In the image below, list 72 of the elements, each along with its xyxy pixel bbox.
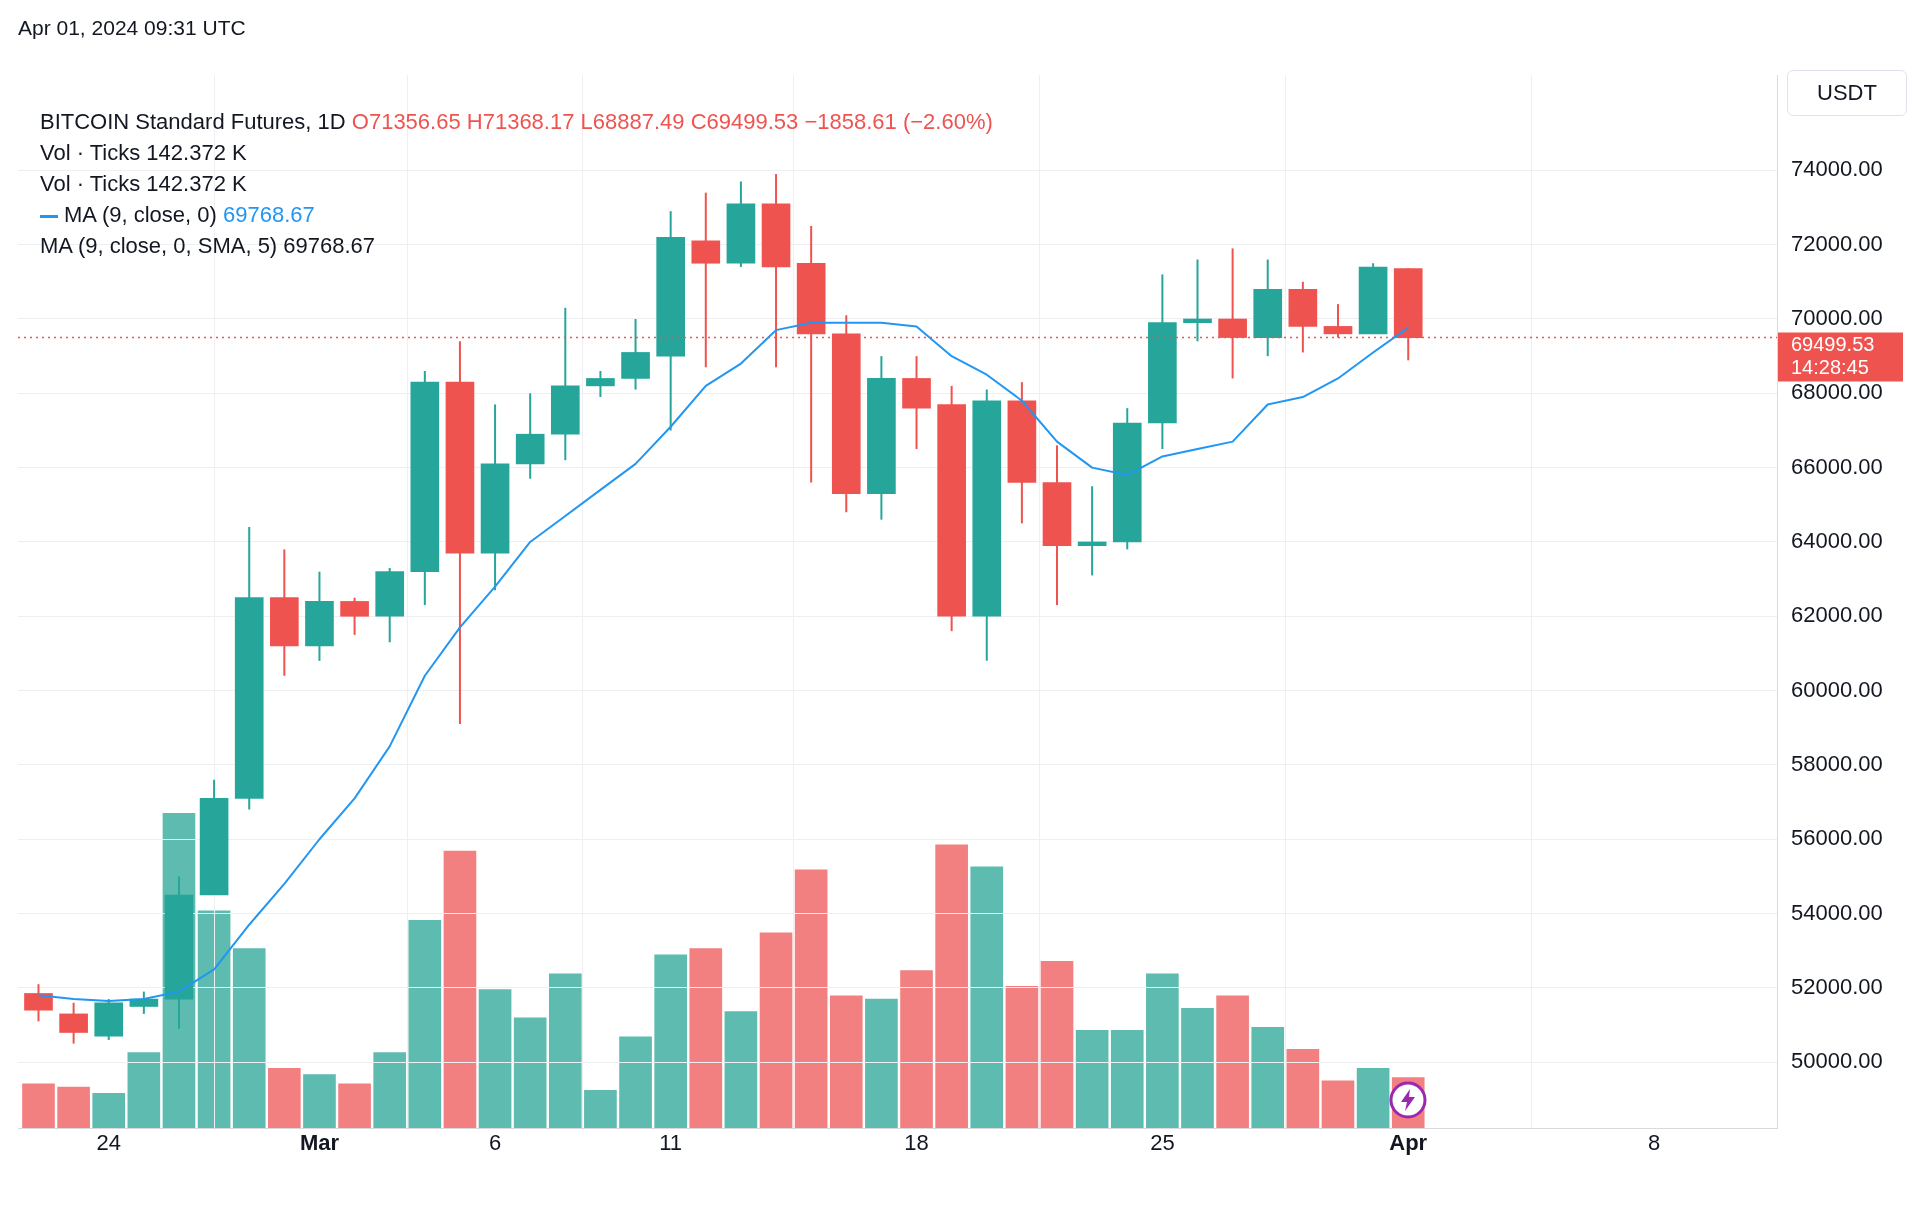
bar xyxy=(1321,1080,1355,1128)
x-tick-label: 18 xyxy=(904,1130,929,1156)
bar xyxy=(584,1089,617,1128)
bar xyxy=(1286,1048,1320,1128)
bar xyxy=(654,954,687,1128)
bar xyxy=(373,1052,407,1128)
ref-line-label: 69499.53 xyxy=(1791,333,1875,356)
annotation: Vol · Ticks 142.372 K xyxy=(40,139,248,167)
y-tick-label: 50000.00 xyxy=(1791,1048,1883,1074)
bar xyxy=(443,850,477,1128)
x-tick-label: 8 xyxy=(1647,1130,1661,1156)
y-tick-label: 64000.00 xyxy=(1791,528,1883,554)
bar xyxy=(548,973,582,1128)
bar xyxy=(22,1083,55,1128)
bar xyxy=(1040,960,1074,1128)
text: O71356.65 H71368.17 L68887.49 C69499.53 −1858.61 (−2.60%) xyxy=(351,109,993,134)
text: BITCOIN Standard Futures, 1D xyxy=(40,109,346,134)
bar xyxy=(865,998,898,1128)
bar xyxy=(1110,1030,1144,1128)
x-tick-label: 24 xyxy=(96,1130,121,1156)
bar xyxy=(1216,995,1249,1128)
x-tick-label: 11 xyxy=(659,1130,683,1156)
bar xyxy=(197,910,231,1128)
bar xyxy=(92,1093,126,1128)
bar xyxy=(513,1017,547,1128)
x-tick-label: Mar xyxy=(299,1130,340,1156)
text: 14:28:45 xyxy=(1791,356,1869,379)
y-tick-label: 62000.00 xyxy=(1791,602,1883,628)
candlestick xyxy=(1183,258,1212,343)
bar xyxy=(57,1086,90,1128)
candlestick xyxy=(1077,485,1107,577)
text: Apr 01, 2024 09:31 UTC xyxy=(17,15,247,41)
bar xyxy=(619,1036,652,1128)
x-tick-label: 6 xyxy=(488,1130,502,1156)
y-tick-label: 74000.00 xyxy=(1791,156,1883,182)
bar xyxy=(1181,1008,1214,1128)
bar xyxy=(478,989,512,1128)
bar xyxy=(1005,986,1039,1128)
bar xyxy=(724,1011,758,1128)
legend-label: MA (9, close, 0) xyxy=(64,202,217,227)
bar xyxy=(829,995,863,1128)
bar xyxy=(338,1083,371,1128)
y-tick-label: 56000.00 xyxy=(1791,825,1883,851)
bar xyxy=(232,948,266,1128)
y-axis-title: USDT xyxy=(1787,70,1907,116)
bar xyxy=(900,970,933,1128)
x-tick-label: Apr xyxy=(1389,1130,1428,1156)
x-tick-label: 25 xyxy=(1150,1130,1175,1156)
y-tick-label: 72000.00 xyxy=(1791,230,1883,256)
y-tick-label: 60000.00 xyxy=(1791,676,1883,702)
y-tick-label: 54000.00 xyxy=(1791,899,1883,925)
annotation: MA (9, close, 0, SMA, 5) 69768.67 xyxy=(40,232,377,260)
bar xyxy=(303,1074,336,1128)
bar xyxy=(759,932,793,1128)
y-tick-label: 68000.00 xyxy=(1791,379,1883,405)
bar xyxy=(794,869,828,1128)
annotation: Vol · Ticks 142.372 K xyxy=(40,170,248,198)
bar xyxy=(1251,1026,1285,1128)
bar xyxy=(1146,973,1179,1128)
annotation: 69768.67 xyxy=(222,202,315,227)
y-tick-label: 52000.00 xyxy=(1791,973,1883,999)
y-tick-label: 58000.00 xyxy=(1791,750,1883,776)
bar xyxy=(1075,1030,1109,1128)
bar xyxy=(689,948,723,1128)
candlestick xyxy=(586,370,615,399)
bar xyxy=(970,866,1004,1128)
bar xyxy=(268,1067,301,1128)
bar xyxy=(408,919,442,1128)
y-tick-label: 66000.00 xyxy=(1791,453,1883,479)
y-tick-label: 70000.00 xyxy=(1791,305,1883,331)
bar xyxy=(935,844,968,1128)
bar xyxy=(127,1052,161,1128)
